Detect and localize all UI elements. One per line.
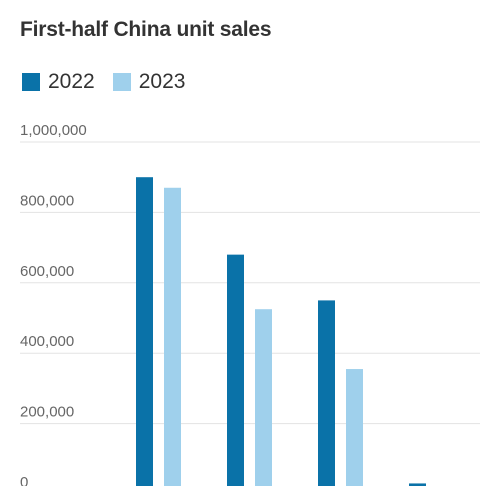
chart-title: First-half China unit sales: [20, 18, 272, 41]
bar-2023-0: [164, 187, 181, 486]
legend-swatch-2023: [112, 73, 131, 91]
y-tick-label-2: 400,000: [20, 333, 74, 350]
y-tick-label-0: 0: [20, 474, 28, 486]
bar-2022-3: [409, 483, 426, 486]
bar-2022-1: [227, 254, 244, 486]
legend-swatch-2022: [22, 73, 40, 91]
bar-2022-2: [318, 300, 335, 486]
y-tick-label-1: 200,000: [20, 404, 74, 421]
bar-2023-1: [255, 309, 272, 486]
legend: 2022 2023: [22, 70, 203, 94]
y-tick-label-3: 600,000: [20, 263, 74, 280]
legend-item-2023: 2023: [112, 70, 186, 94]
y-tick-label-5: 1,000,000: [20, 122, 87, 139]
legend-label-2022: 2022: [48, 70, 95, 93]
legend-label-2023: 2023: [138, 70, 186, 93]
bar-2022-0: [136, 177, 153, 486]
legend-item-2022: 2022: [22, 70, 95, 94]
y-tick-label-4: 800,000: [20, 192, 74, 209]
bar-2023-2: [346, 369, 363, 486]
